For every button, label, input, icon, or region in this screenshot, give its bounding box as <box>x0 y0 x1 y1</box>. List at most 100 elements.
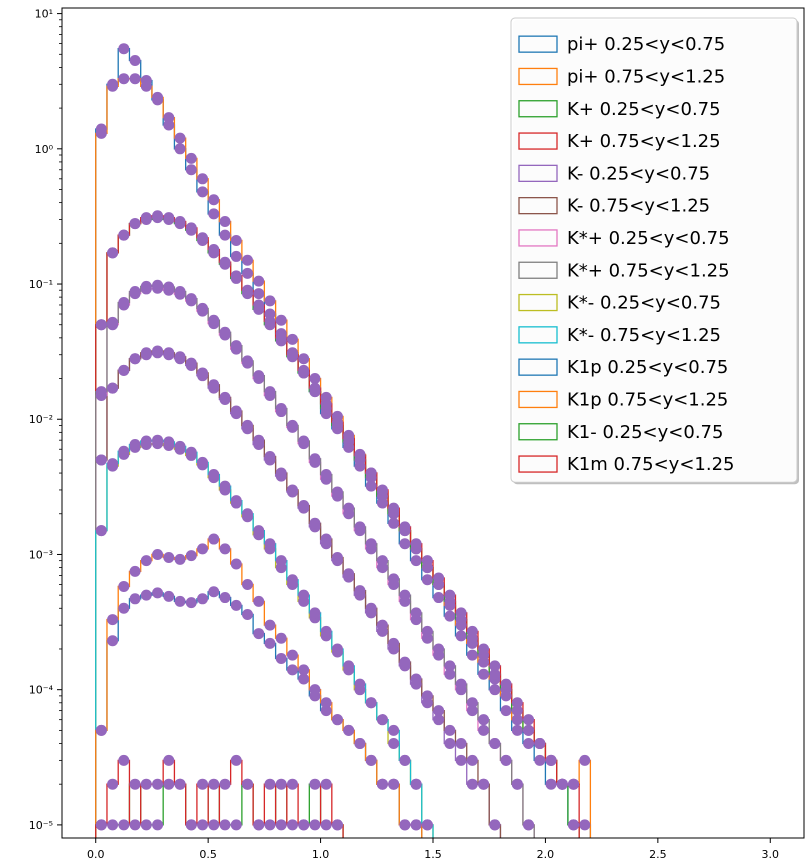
data-point-s0-b28 <box>411 555 422 566</box>
y-tick-label-2: 10⁻³ <box>29 548 53 561</box>
data-point-s11-b9 <box>197 543 208 554</box>
legend-label-2: K+ 0.25<y<0.75 <box>567 99 721 120</box>
data-point-s4-b31 <box>444 738 455 749</box>
data-point-s0-b3 <box>130 55 141 66</box>
data-point-s9-b15 <box>264 538 275 549</box>
data-point-s5-b19 <box>309 518 320 529</box>
data-point-s10-b1 <box>107 635 118 646</box>
data-point-s3-b15 <box>264 316 275 327</box>
data-point-s5-b17 <box>287 484 298 495</box>
data-point-s12-b17 <box>287 819 298 830</box>
data-point-s9-b12 <box>231 495 242 506</box>
data-point-s7-b12 <box>231 340 242 351</box>
data-point-s13-b2 <box>118 755 129 766</box>
data-point-s7-b37 <box>512 779 523 790</box>
data-point-s1-b3 <box>130 73 141 84</box>
y-tick-label-1: 10⁻⁴ <box>29 684 54 697</box>
data-point-s9-b22 <box>343 660 354 671</box>
data-point-s1-b12 <box>231 235 242 246</box>
data-point-s12-b15 <box>264 819 275 830</box>
data-point-s9-b14 <box>253 525 264 536</box>
data-point-s13-b20 <box>321 779 332 790</box>
data-point-s1-b17 <box>287 334 298 345</box>
data-point-s10-b12 <box>231 600 242 611</box>
data-point-s5-b35 <box>489 819 500 830</box>
data-point-s3-b34 <box>478 643 489 654</box>
data-point-s5-b2 <box>118 365 129 376</box>
data-point-s4-b32 <box>456 755 467 766</box>
data-point-s10-b2 <box>118 603 129 614</box>
data-point-s9-b27 <box>399 755 410 766</box>
data-point-s7-b21 <box>332 486 343 497</box>
data-point-s3-b30 <box>433 572 444 583</box>
data-point-s3-b28 <box>411 538 422 549</box>
data-point-s9-b5 <box>152 435 163 446</box>
x-tick-label-0: 0.0 <box>87 848 105 861</box>
data-point-s10-b9 <box>197 593 208 604</box>
data-point-s0-b14 <box>253 288 264 299</box>
data-point-s9-b19 <box>309 607 320 618</box>
data-point-s10-b5 <box>152 587 163 598</box>
data-point-s5-b3 <box>130 353 141 364</box>
data-point-s9-b26 <box>388 725 399 736</box>
data-point-s12-b6 <box>163 779 174 790</box>
data-point-s9-b25 <box>377 714 388 725</box>
data-point-s5-b14 <box>253 435 264 446</box>
data-point-s13-b7 <box>175 779 186 790</box>
data-point-s13-b1 <box>107 779 118 790</box>
data-point-s9-b7 <box>175 441 186 452</box>
data-point-s3-b12 <box>231 270 242 281</box>
data-point-s11-b4 <box>141 555 152 566</box>
legend-label-10: K1p 0.25<y<0.75 <box>567 357 728 378</box>
data-point-s3-b24 <box>366 468 377 479</box>
data-point-s0-b29 <box>422 574 433 585</box>
legend-label-9: K*- 0.75<y<1.25 <box>567 325 721 346</box>
data-point-s3-b4 <box>141 212 152 223</box>
data-point-s11-b27 <box>399 819 410 830</box>
data-point-s7-b4 <box>141 281 152 292</box>
data-point-s10-b6 <box>163 591 174 602</box>
data-point-s1-b4 <box>141 81 152 92</box>
data-point-s5-b13 <box>242 420 253 431</box>
data-point-s11-b18 <box>298 664 309 675</box>
y-tick-label-4: 10⁻¹ <box>29 278 53 291</box>
data-point-s5-b21 <box>332 552 343 563</box>
data-point-s9-b6 <box>163 436 174 447</box>
data-point-s11-b20 <box>321 697 332 708</box>
legend-label-3: K+ 0.75<y<1.25 <box>567 131 721 152</box>
data-point-s10-b15 <box>264 638 275 649</box>
x-tick-label-6: 3.0 <box>762 848 780 861</box>
data-point-s3-b13 <box>242 285 253 296</box>
data-point-s3-b7 <box>175 216 186 227</box>
data-point-s13-b13 <box>242 779 253 790</box>
y-tick-label-5: 10⁰ <box>35 143 54 156</box>
data-point-s9-b29 <box>422 819 433 830</box>
data-point-s9-b9 <box>197 457 208 468</box>
data-point-s7-b25 <box>377 555 388 566</box>
y-tick-label-0: 10⁻⁵ <box>29 819 53 832</box>
data-point-s5-b24 <box>366 603 377 614</box>
data-point-s7-b32 <box>456 679 467 690</box>
data-point-s7-b33 <box>467 697 478 708</box>
data-point-s13-b21 <box>332 819 343 830</box>
data-point-s7-b36 <box>501 755 512 766</box>
data-point-s7-b19 <box>309 453 320 464</box>
data-point-s10-b3 <box>130 593 141 604</box>
data-point-s2-b38 <box>523 725 534 736</box>
data-point-s13-b9 <box>197 779 208 790</box>
data-point-s6-b34 <box>478 725 489 736</box>
data-point-s11-b17 <box>287 650 298 661</box>
legend-label-11: K1p 0.75<y<1.25 <box>567 389 728 410</box>
data-point-s0-b40 <box>546 779 557 790</box>
data-point-s13-b16 <box>276 819 287 830</box>
data-point-s11-b26 <box>388 779 399 790</box>
data-point-s7-b13 <box>242 355 253 366</box>
data-point-s0-b30 <box>433 592 444 603</box>
legend-label-4: K- 0.25<y<0.75 <box>567 163 710 184</box>
data-point-s11-b11 <box>220 543 231 554</box>
data-point-s12-b1 <box>107 819 118 830</box>
data-point-s10-b14 <box>253 628 264 639</box>
data-point-s12-b4 <box>141 819 152 830</box>
data-point-s3-b39 <box>534 738 545 749</box>
data-point-s3-b23 <box>354 450 365 461</box>
